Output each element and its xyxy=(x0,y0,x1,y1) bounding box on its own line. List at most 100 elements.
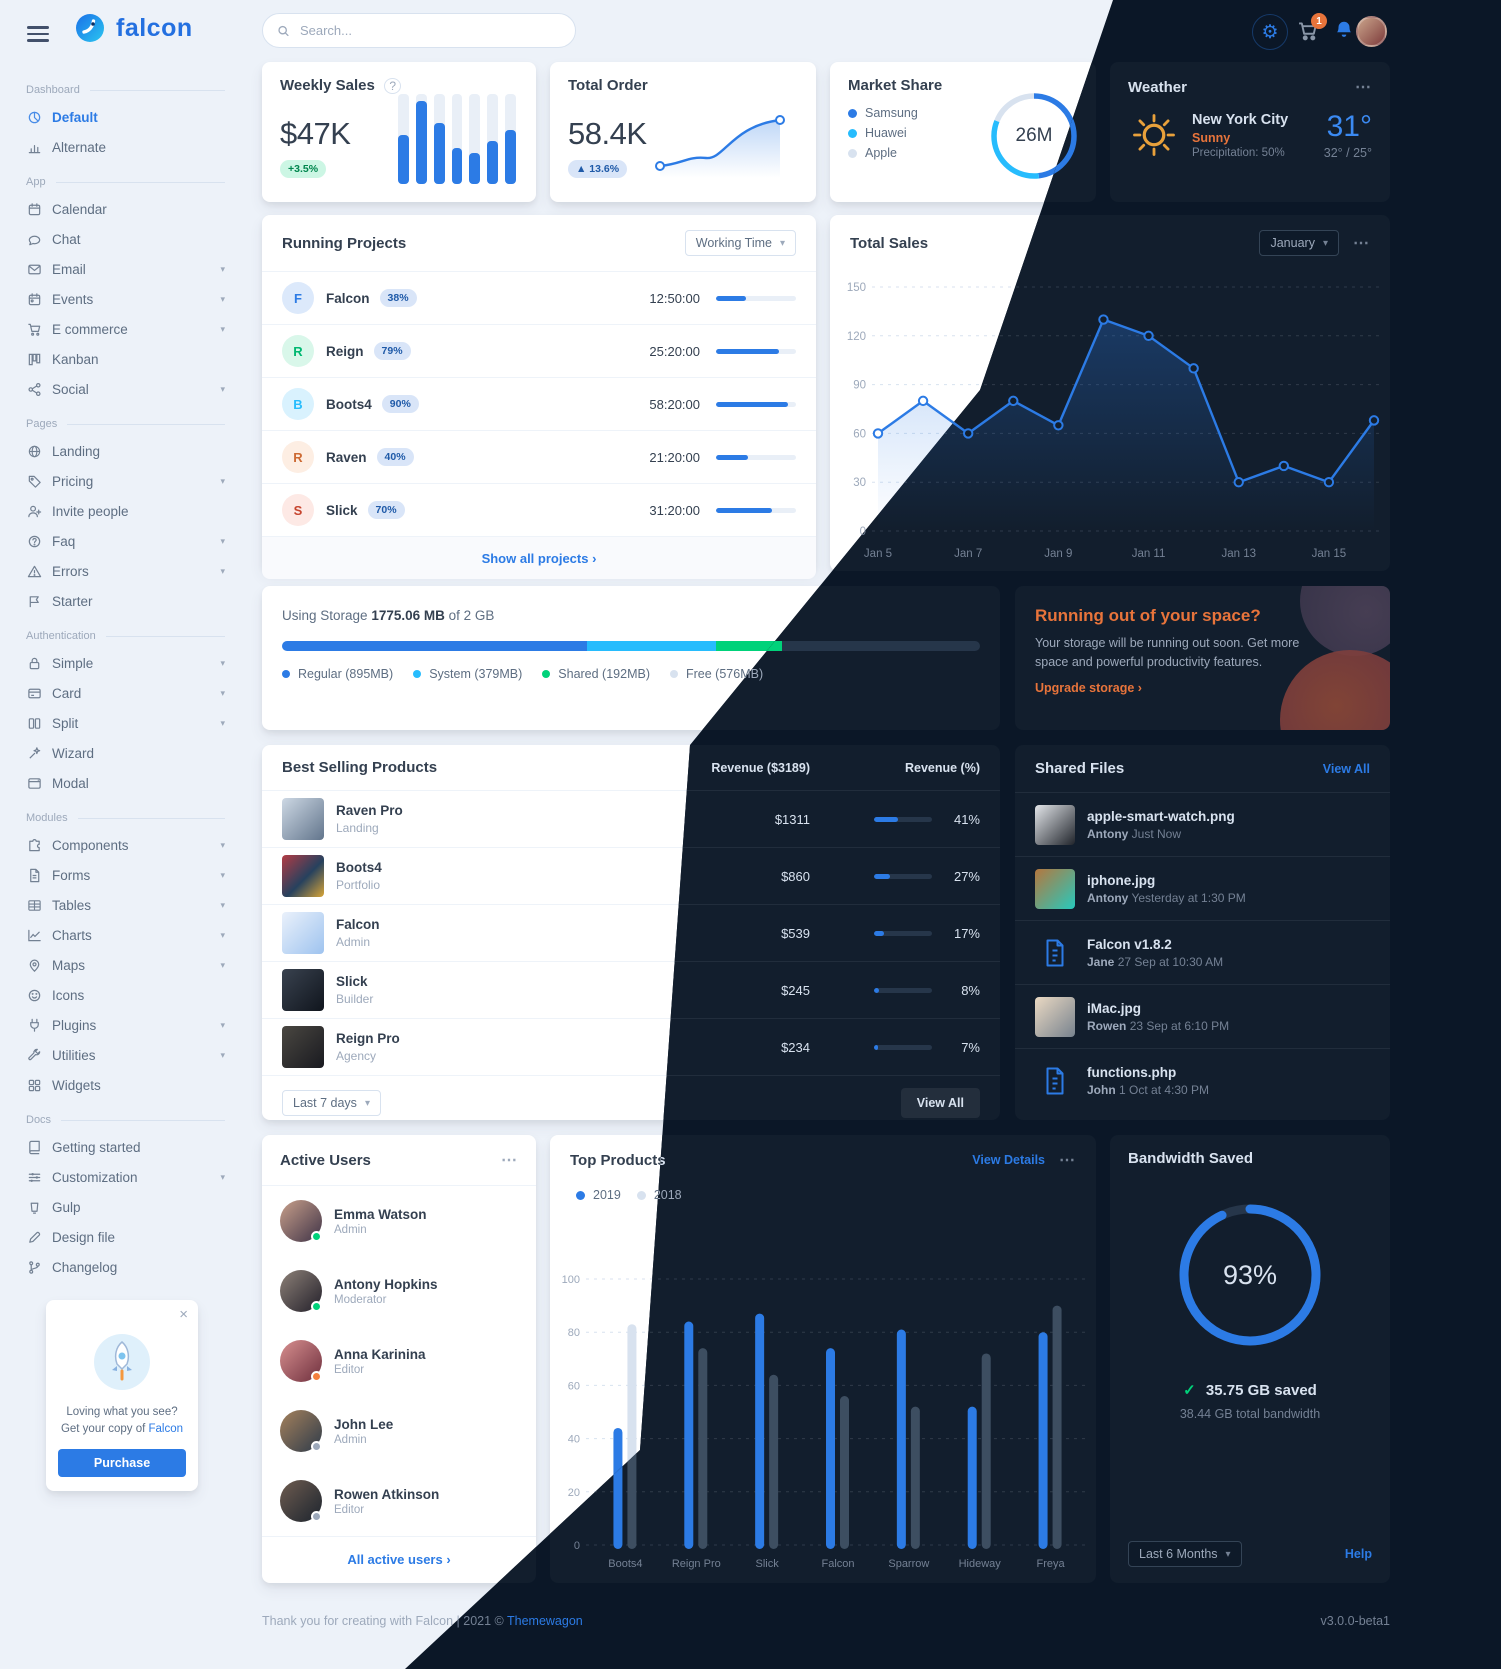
sidebar-item-wizard[interactable]: Wizard xyxy=(26,738,225,768)
sidebar-item-forms[interactable]: Forms▾ xyxy=(26,860,225,890)
user-item[interactable]: John Lee Admin xyxy=(262,1396,536,1466)
sidebar-item-starter[interactable]: Starter xyxy=(26,586,225,616)
search-input[interactable] xyxy=(297,22,561,39)
sidebar-item-maps[interactable]: Maps▾ xyxy=(26,950,225,980)
user-item[interactable]: Anna Karinina Editor xyxy=(262,1326,536,1396)
total-sales-menu-icon[interactable]: ⋯ xyxy=(1353,235,1370,252)
share-icon xyxy=(26,382,42,397)
file-item[interactable]: Falcon v1.8.2 Jane 27 Sep at 10:30 AM xyxy=(1015,921,1390,985)
sidebar-item-customization[interactable]: Customization▾ xyxy=(26,1162,225,1192)
help-link[interactable]: Help xyxy=(1344,1547,1372,1561)
svg-text:150: 150 xyxy=(847,282,866,294)
weather-precipitation: Precipitation: 50% xyxy=(1192,146,1285,159)
file-item[interactable]: iMac.jpg Rowen 23 Sep at 6:10 PM xyxy=(1015,985,1390,1049)
sidebar-item-simple[interactable]: Simple▾ xyxy=(26,648,225,678)
falcon-link[interactable]: Falcon xyxy=(148,1423,184,1436)
shared-files-view-all-link[interactable]: View All xyxy=(1322,761,1370,776)
svg-text:60: 60 xyxy=(853,428,866,440)
sidebar-item-default[interactable]: Default xyxy=(26,102,225,132)
all-active-users-link[interactable]: All active users › xyxy=(262,1536,536,1582)
sun-icon xyxy=(1133,114,1175,156)
sidebar-section-label: Pages xyxy=(26,418,225,430)
sidebar-section-label: Modules xyxy=(26,812,225,824)
view-details-link[interactable]: View Details xyxy=(972,1153,1045,1167)
sidebar-item-email[interactable]: Email▾ xyxy=(26,254,225,284)
svg-text:Jan 15: Jan 15 xyxy=(1312,548,1347,560)
sidebar-item-alternate[interactable]: Alternate xyxy=(26,132,225,162)
sidebar-item-widgets[interactable]: Widgets xyxy=(26,1070,225,1100)
upgrade-storage-link[interactable]: Upgrade storage › xyxy=(1035,680,1142,695)
themewagon-link[interactable]: Themewagon xyxy=(507,1614,583,1628)
settings-gear-icon[interactable]: ⚙ xyxy=(1252,14,1288,50)
storage-segment xyxy=(587,641,717,651)
notifications-bell-icon[interactable] xyxy=(1333,19,1355,41)
table-icon xyxy=(26,898,42,913)
storage-legend-item: Free (576MB) xyxy=(670,667,763,681)
sidebar-item-changelog[interactable]: Changelog xyxy=(26,1252,225,1282)
hamburger-menu-icon[interactable] xyxy=(27,22,49,46)
sidebar-item-calendar[interactable]: Calendar xyxy=(26,194,225,224)
project-progress-badge: 70% xyxy=(367,501,405,519)
user-avatar[interactable] xyxy=(1356,16,1387,47)
file-item[interactable]: functions.php John 1 Oct at 4:30 PM xyxy=(1015,1049,1390,1113)
svg-text:Sparrow: Sparrow xyxy=(888,1558,929,1570)
top-products-menu-icon[interactable]: ⋯ xyxy=(1059,1152,1076,1169)
sidebar-item-invite-people[interactable]: Invite people xyxy=(26,496,225,526)
user-item[interactable]: Antony Hopkins Moderator xyxy=(262,1256,536,1326)
chevron-down-icon: ▾ xyxy=(220,657,225,668)
sidebar-item-split[interactable]: Split▾ xyxy=(26,708,225,738)
sidebar-item-icons[interactable]: Icons xyxy=(26,980,225,1010)
user-item[interactable]: Rowen Atkinson Editor xyxy=(262,1466,536,1536)
sidebar-item-charts[interactable]: Charts▾ xyxy=(26,920,225,950)
shopping-cart-icon[interactable]: 1 xyxy=(1297,13,1327,42)
sidebar-item-components[interactable]: Components▾ xyxy=(26,830,225,860)
view-all-button[interactable]: View All xyxy=(900,1088,980,1118)
product-thumbnail xyxy=(282,912,324,954)
svg-text:Jan 11: Jan 11 xyxy=(1132,548,1166,560)
last-6-months-select[interactable]: Last 6 Months ▾ xyxy=(1128,1541,1242,1567)
revenue-pct: 7% xyxy=(961,1039,980,1055)
weather-menu-icon[interactable]: ⋯ xyxy=(1355,79,1372,96)
running-projects-card: Running Projects Working Time▾ F Falcon … xyxy=(262,215,816,579)
project-time: 31:20:00 xyxy=(649,502,700,518)
sidebar-item-modal[interactable]: Modal xyxy=(26,768,225,798)
sidebar-item-e-commerce[interactable]: E commerce▾ xyxy=(26,314,225,344)
sidebar-item-landing[interactable]: Landing xyxy=(26,436,225,466)
sidebar-item-chat[interactable]: Chat xyxy=(26,224,225,254)
close-icon[interactable]: × xyxy=(179,1306,188,1323)
sidebar-item-card[interactable]: Card▾ xyxy=(26,678,225,708)
flag-icon xyxy=(26,594,42,609)
active-users-list: Emma Watson Admin Antony Hopkins Moderat… xyxy=(262,1186,536,1536)
sidebar-item-tables[interactable]: Tables▾ xyxy=(26,890,225,920)
sidebar-item-pricing[interactable]: Pricing▾ xyxy=(26,466,225,496)
show-all-projects-link[interactable]: Show all projects › xyxy=(262,537,816,579)
sidebar-item-gulp[interactable]: Gulp xyxy=(26,1192,225,1222)
sidebar-item-kanban[interactable]: Kanban xyxy=(26,344,225,374)
search-bar[interactable] xyxy=(262,13,576,48)
product-row: Raven Pro Landing $1311 41% xyxy=(262,791,1000,848)
file-item[interactable]: iphone.jpg Antony Yesterday at 1:30 PM xyxy=(1015,857,1390,921)
product-revenue: $234 xyxy=(781,1039,810,1055)
market-share-title: Market Share xyxy=(848,77,943,94)
sidebar-item-getting-started[interactable]: Getting started xyxy=(26,1132,225,1162)
purchase-button[interactable]: Purchase xyxy=(58,1448,186,1477)
month-select[interactable]: January ▾ xyxy=(1259,230,1339,256)
last-7-days-select[interactable]: Last 7 days▾ xyxy=(282,1090,381,1116)
sidebar-item-events[interactable]: Events▾ xyxy=(26,284,225,314)
version-label: v3.0.0-beta1 xyxy=(1320,1614,1391,1628)
help-icon[interactable]: ? xyxy=(384,78,402,94)
sidebar-item-errors[interactable]: Errors▾ xyxy=(26,556,225,586)
file-item[interactable]: apple-smart-watch.png Antony Just Now xyxy=(1015,793,1390,857)
weekly-sales-badge: +3.5% xyxy=(280,160,327,178)
working-time-select[interactable]: Working Time▾ xyxy=(684,230,796,256)
svg-text:Jan 13: Jan 13 xyxy=(1221,548,1256,560)
storage-segment xyxy=(716,641,782,651)
brand-logo[interactable]: falcon xyxy=(72,10,193,46)
sidebar-item-social[interactable]: Social▾ xyxy=(26,374,225,404)
active-users-menu-icon[interactable]: ⋯ xyxy=(501,1152,518,1169)
sidebar-item-design-file[interactable]: Design file xyxy=(26,1222,225,1252)
sidebar-item-faq[interactable]: Faq▾ xyxy=(26,526,225,556)
sidebar-item-utilities[interactable]: Utilities▾ xyxy=(26,1040,225,1070)
user-item[interactable]: Emma Watson Admin xyxy=(262,1186,536,1256)
sidebar-item-plugins[interactable]: Plugins▾ xyxy=(26,1010,225,1040)
